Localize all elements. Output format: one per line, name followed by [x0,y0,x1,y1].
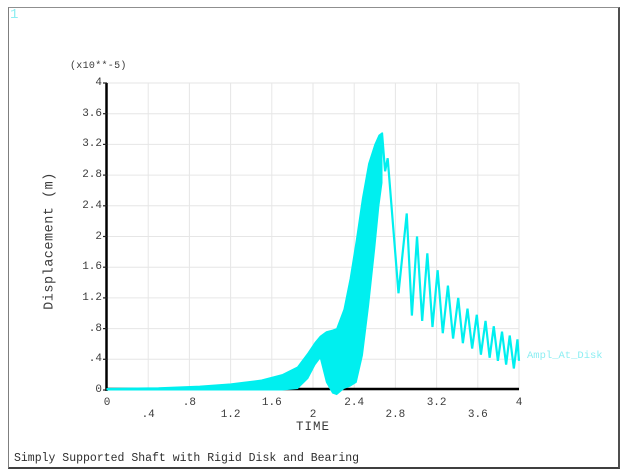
y-tick-label: 2.8 [82,169,102,182]
y-tick-label: 2.4 [82,199,102,212]
x-tick-label: 2.4 [344,397,365,409]
x-tick-label: .4 [141,409,155,421]
y-tick-label: .4 [88,353,102,366]
y-tick-label: 3.2 [82,138,102,151]
y-tick-label: 1.6 [82,261,102,274]
y-tick-label: 2 [95,230,102,243]
x-tick-label: 2.8 [385,409,406,421]
series-ringdown-trace [380,132,521,369]
x-tick-label: 3.2 [426,397,447,409]
plot-number-label: 1 [10,7,19,23]
y-tick-label: 0 [95,384,102,396]
window-frame [8,7,620,469]
y-tick-label: 3.6 [82,107,102,120]
x-axis-title: TIME [295,420,330,434]
x-tick-label: 2 [309,409,317,421]
x-tick-label: .8 [182,397,196,409]
plot-title: Simply Supported Shaft with Rigid Disk a… [14,452,360,465]
x-tick-label: 1.2 [220,409,241,421]
series-envelope-band [106,131,383,396]
y-tick-label: 4 [95,77,102,89]
y-tick-label: .8 [88,322,102,335]
x-tick-label: 3.6 [467,409,488,421]
x-tick-label: 4 [515,397,523,409]
y-tick-label: 1.2 [82,291,102,304]
x-tick-label: 0 [103,397,111,409]
series-label: Ampl_At_Disk [527,350,603,362]
x-tick-label: 1.6 [261,397,282,409]
y-scale-label: (x10**-5) [70,61,127,72]
